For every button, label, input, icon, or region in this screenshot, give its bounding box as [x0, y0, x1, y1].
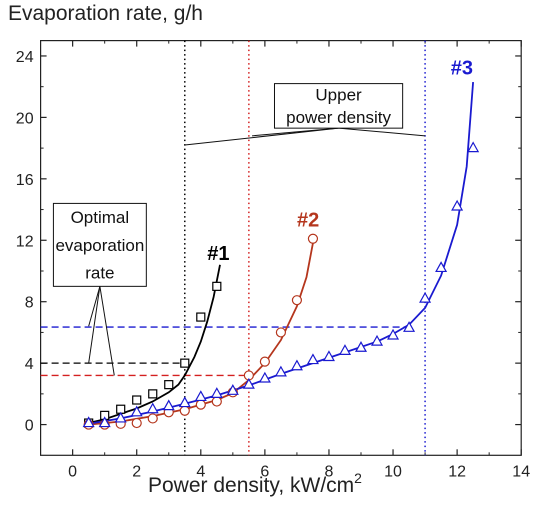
leader-line: [184, 127, 339, 146]
series-label: #2: [297, 209, 319, 231]
annotation-box: [273, 83, 404, 129]
x-axis-title: Power density, kW/cm2: [148, 470, 362, 497]
data-point-triangle: [403, 321, 416, 332]
data-point-triangle: [210, 387, 223, 398]
data-point-triangle: [387, 328, 400, 340]
annotation-text: Upper: [315, 86, 362, 105]
data-point-circle: [195, 399, 206, 410]
y-tick-label: 0: [25, 418, 34, 435]
data-point-triangle: [354, 341, 368, 352]
x-axis-title-main: Power density, kW/cm: [148, 474, 354, 497]
data-point-triangle: [290, 359, 303, 371]
series-label: #1: [207, 243, 229, 265]
data-point-triangle: [467, 141, 480, 153]
data-point-circle: [275, 327, 286, 338]
data-point-square: [148, 389, 158, 399]
x-tick-label: 14: [512, 463, 530, 480]
data-point-circle: [259, 356, 270, 367]
data-point-square: [212, 281, 222, 291]
y-tick-label: 4: [25, 356, 34, 373]
leader-line: [338, 127, 426, 137]
data-point-triangle: [435, 261, 448, 273]
data-point-triangle: [98, 416, 111, 428]
leader-line: [88, 286, 101, 364]
x-tick-label: 0: [68, 463, 77, 480]
data-point-triangle: [258, 371, 271, 383]
annotation-text: rate: [85, 264, 114, 283]
data-point-triangle: [242, 377, 255, 389]
y-tick-label: 8: [25, 295, 34, 312]
data-point-triangle: [274, 365, 287, 377]
x-tick-label: 12: [448, 463, 466, 480]
data-point-circle: [211, 396, 222, 407]
annotation-text: power density: [286, 108, 391, 127]
y-tick-label: 20: [16, 110, 34, 127]
data-point-circle: [131, 417, 142, 429]
x-tick-label: 4: [196, 463, 205, 480]
data-point-triangle: [306, 353, 319, 365]
leader-line: [99, 286, 115, 376]
data-point-square: [164, 380, 174, 390]
data-point-triangle: [178, 396, 191, 408]
x-tick-label: 10: [384, 463, 402, 480]
y-axis-title: Evaporation rate, g/h: [8, 2, 203, 25]
data-point-square: [196, 312, 206, 322]
data-point-triangle: [419, 291, 432, 303]
leader-line: [88, 286, 101, 327]
x-tick-label: 6: [260, 463, 269, 480]
data-point-circle: [179, 405, 190, 416]
data-point-triangle: [162, 399, 175, 411]
y-tick-label: 16: [16, 172, 34, 189]
data-point-triangle: [338, 344, 351, 355]
x-axis-title-superscript: 2: [354, 470, 362, 486]
data-point-circle: [307, 233, 319, 244]
data-point-square: [132, 395, 142, 405]
data-point-triangle: [194, 390, 207, 402]
x-tick-label: 8: [325, 463, 334, 480]
series-label: #3: [451, 57, 473, 79]
x-tick-label: 2: [132, 463, 141, 480]
data-point-triangle: [371, 334, 384, 346]
y-tick-label: 24: [16, 49, 34, 66]
leader-line: [252, 127, 339, 137]
data-point-triangle: [226, 384, 239, 395]
data-point-triangle: [114, 411, 127, 423]
annotation-box: [52, 202, 147, 287]
data-point-triangle: [82, 416, 95, 428]
annotation-text: Optimal: [71, 208, 130, 227]
annotation-text: evaporation: [55, 236, 144, 255]
data-point-square: [180, 358, 190, 368]
data-point-triangle: [130, 405, 143, 417]
data-point-circle: [291, 295, 303, 306]
data-point-triangle: [451, 199, 464, 211]
y-tick-label: 12: [16, 233, 34, 250]
data-point-triangle: [146, 402, 159, 414]
plot-frame: [39, 39, 522, 456]
data-point-circle: [147, 413, 158, 424]
data-point-triangle: [322, 350, 335, 362]
